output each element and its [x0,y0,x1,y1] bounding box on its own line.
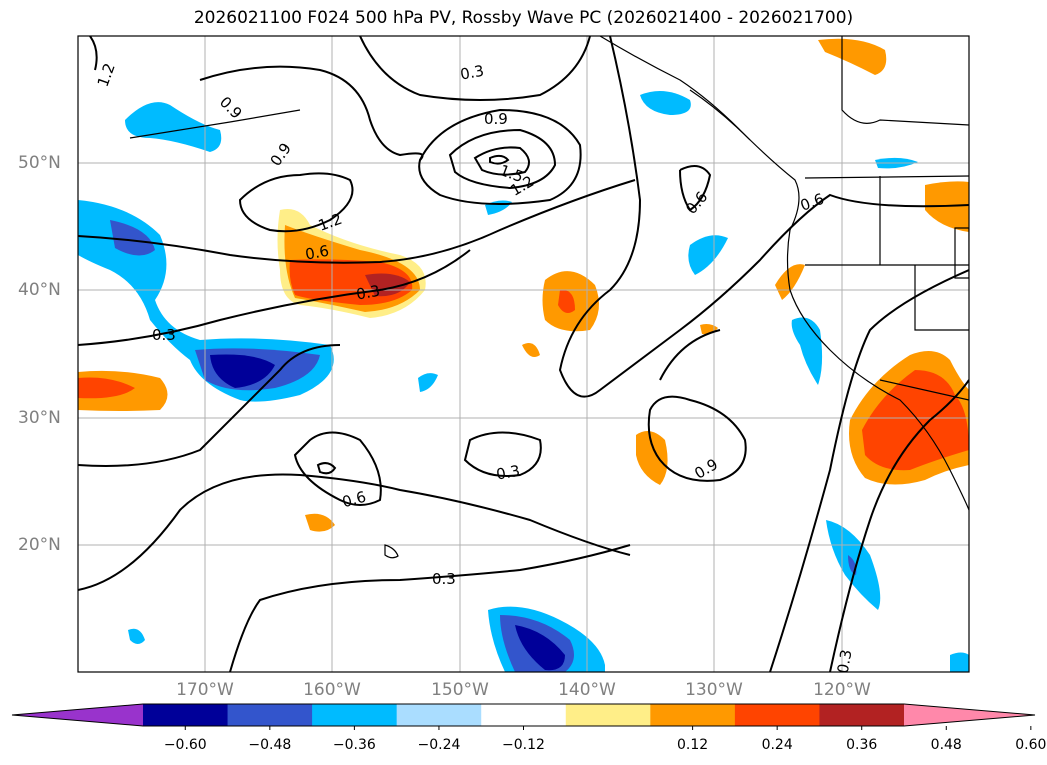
contour-label: 0.3 [432,570,456,588]
colorbar-tick-label: −0.48 [248,737,292,753]
contour-lines [78,36,969,672]
negative-anomaly-region [485,200,512,215]
colorbar [11,703,1036,730]
colorbar-extend-min [12,704,143,726]
lon-label-160w: 160°W [303,680,361,700]
lat-label-20: 20°N [18,535,61,555]
positive-anomaly-region [522,342,540,358]
positive-anomaly-core [862,370,969,471]
colorbar-bin [396,704,482,726]
negative-anomaly-region [791,317,823,385]
contour-label: 0.3 [834,648,856,675]
positive-anomaly-region [818,38,887,75]
colorbar-tick-label: −0.12 [502,737,545,753]
colorbar-tick-label: −0.24 [417,737,461,753]
contour-label: 0.3 [355,282,382,304]
graticule [78,36,969,672]
colorbar-bin [481,704,567,726]
lon-label-170w: 170°W [176,680,234,700]
contour-label: 0.3 [495,462,522,484]
colorbar-tick-label: 0.60 [1015,737,1047,753]
contour-label: 0.9 [691,455,721,483]
lat-label-30: 30°N [18,408,61,428]
colorbar-tick-label: 0.48 [930,737,962,753]
colorbar-bin [227,704,313,726]
negative-anomaly-region [125,102,222,152]
lat-label-40: 40°N [18,280,61,300]
contour-label: 0.3 [459,62,486,84]
coastlines [129,36,969,559]
negative-anomaly-region [418,373,438,392]
colorbar-tick-label: 0.36 [846,737,878,753]
contour-label: 0.9 [267,140,295,170]
contour-label: 0.6 [340,488,368,512]
colorbar-bin [650,704,736,726]
map-title: 2026021100 F024 500 hPa PV, Rossby Wave … [193,8,854,28]
colorbar-tick-label: 0.12 [677,737,709,753]
negative-anomaly-region [950,652,969,672]
colorbar-tick-label: 0.24 [761,737,793,753]
lon-label-130w: 130°W [685,680,743,700]
lat-label-50: 50°N [18,153,61,173]
colorbar-extend-max [904,704,1035,726]
contour-label: 0.6 [798,190,827,215]
plot-frame [77,35,970,673]
contour-label: 0.3 [152,326,176,344]
positive-anomaly-region [305,513,335,532]
lon-label-120w: 120°W [813,680,871,700]
colorbar-tick-label: −0.36 [332,737,376,753]
contour-label: 0.9 [216,93,246,123]
contour-label: 1.2 [94,61,119,90]
colorbar-tick-label: −0.60 [163,737,207,753]
colorbar-bin [312,704,398,726]
negative-anomaly-region [128,628,145,644]
colorbar-bin [734,704,820,726]
contour-label: 0.6 [682,188,711,218]
negative-anomaly-region [640,91,691,115]
contour-label: 0.9 [484,110,508,128]
positive-anomaly-core [78,377,135,399]
lon-label-140w: 140°W [558,680,616,700]
colorbar-bin [143,704,229,726]
colorbar-outline [11,703,1036,727]
filled-anomalies [78,38,969,672]
negative-anomaly-core [110,220,155,256]
lon-label-150w: 150°W [431,680,489,700]
positive-anomaly-region [636,431,668,485]
colorbar-bin [565,704,651,726]
positive-anomaly-region [775,264,805,300]
contour-label: 0.6 [304,242,331,264]
negative-anomaly-core [515,625,565,671]
negative-anomaly-core [210,354,275,388]
positive-anomaly-core [558,289,575,314]
negative-anomaly-region [688,235,728,275]
colorbar-bin [819,704,905,726]
